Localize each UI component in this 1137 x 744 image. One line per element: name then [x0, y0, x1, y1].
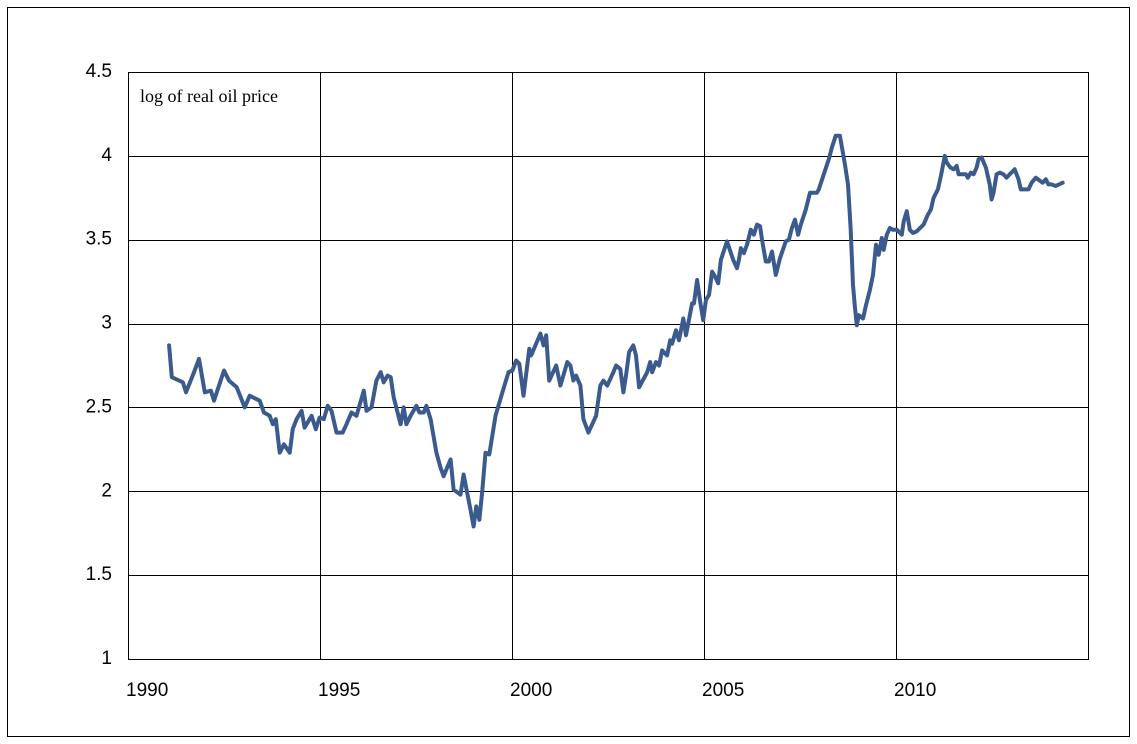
y-tick-label: 3.5	[86, 229, 112, 250]
y-tick-label: 4.5	[86, 61, 112, 82]
x-tick-label: 2005	[702, 680, 744, 701]
x-tick-label: 1995	[318, 680, 360, 701]
chart-border	[7, 7, 1130, 737]
y-tick-label: 3	[101, 313, 112, 334]
y-tick-label: 1.5	[86, 564, 112, 585]
grid	[128, 72, 1088, 660]
x-tick-label: 1990	[126, 680, 168, 701]
y-tick-label: 1	[101, 648, 112, 669]
y-tick-label: 2.5	[86, 396, 112, 417]
x-tick-label: 2000	[510, 680, 552, 701]
x-tick-label: 2010	[894, 680, 936, 701]
data-line	[167, 133, 1065, 529]
annotation: log of real oil price	[140, 86, 278, 106]
y-tick-label: 4	[101, 145, 112, 166]
plot-frame	[128, 72, 1089, 660]
y-tick-label: 2	[101, 480, 112, 501]
